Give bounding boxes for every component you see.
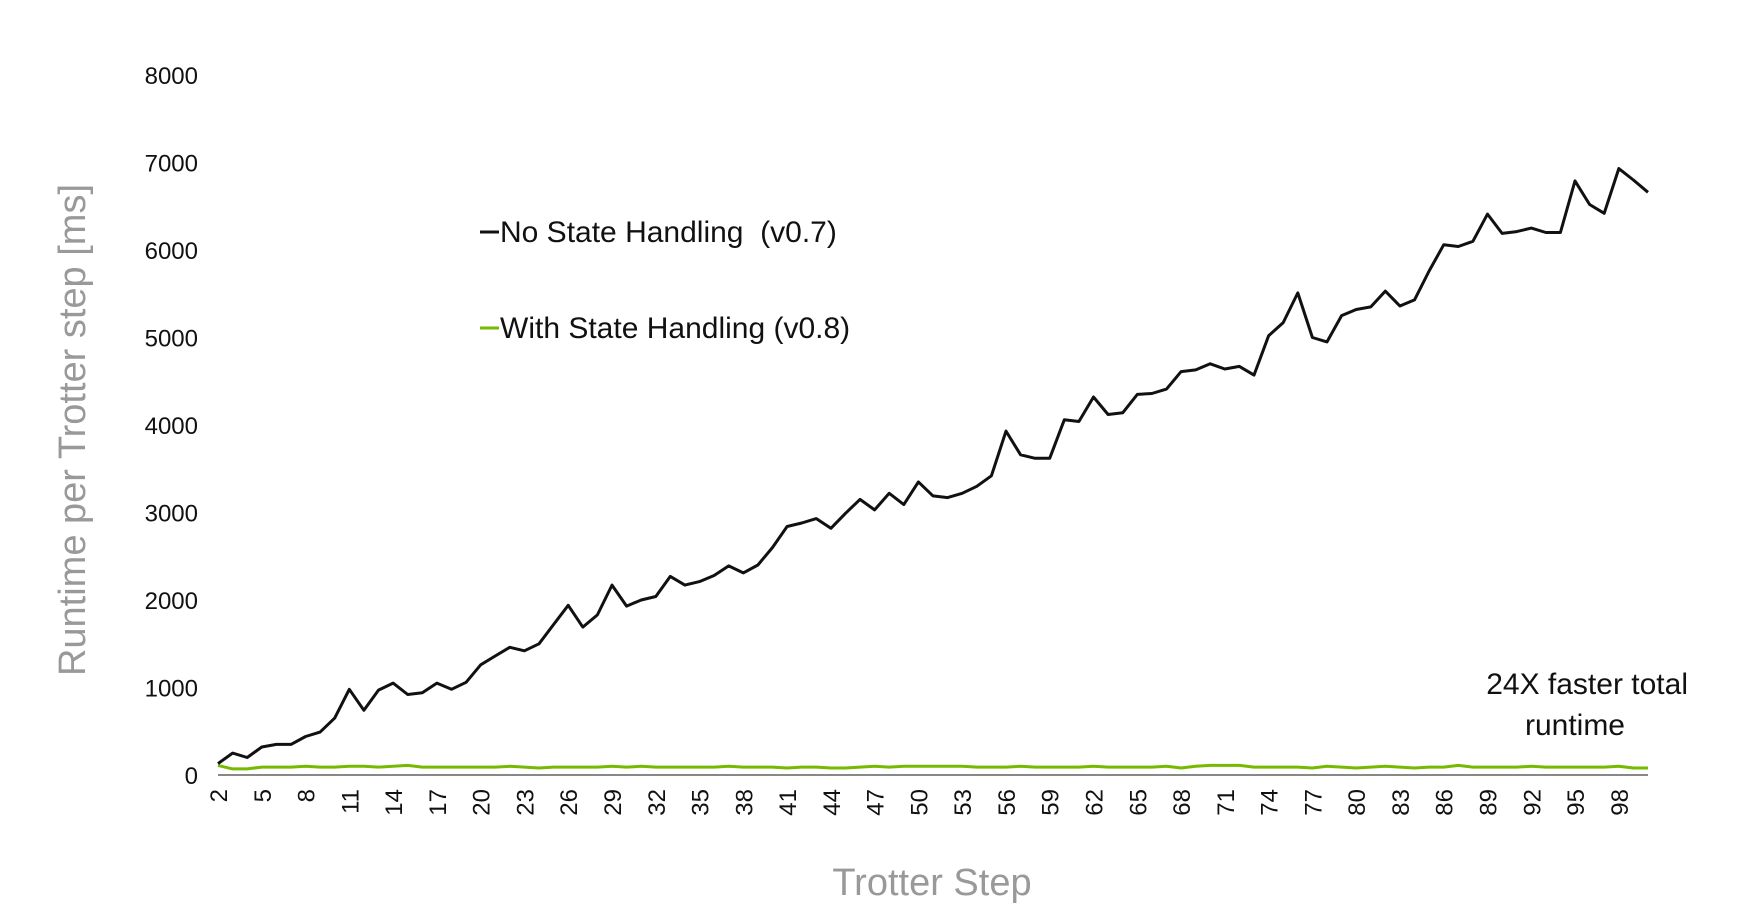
x-tick-label: 56 xyxy=(994,789,1021,816)
x-tick-label: 23 xyxy=(512,789,539,816)
y-tick-label: 1000 xyxy=(145,676,198,703)
x-tick-label: 44 xyxy=(819,789,846,816)
x-tick-label: 83 xyxy=(1388,789,1415,816)
x-tick-label: 92 xyxy=(1519,789,1546,816)
x-tick-label: 68 xyxy=(1169,789,1196,816)
x-tick-label: 65 xyxy=(1125,789,1152,816)
x-tick-label: 86 xyxy=(1432,789,1459,816)
y-tick-label: 5000 xyxy=(145,326,198,353)
x-tick-label: 71 xyxy=(1213,789,1240,816)
y-tick-label: 6000 xyxy=(145,238,198,265)
speedup-annotation: 24X faster total runtime xyxy=(1486,668,1688,742)
x-tick-label: 8 xyxy=(294,789,321,802)
x-tick-label: 47 xyxy=(863,789,890,816)
x-tick-label: 14 xyxy=(381,789,408,816)
y-tick-label: 3000 xyxy=(145,501,198,528)
y-axis-ticks: 0 1000 2000 3000 4000 5000 6000 7000 8000 xyxy=(145,63,198,790)
x-tick-label: 50 xyxy=(906,789,933,816)
y-tick-label: 4000 xyxy=(145,413,198,440)
x-tick-label: 95 xyxy=(1563,789,1590,816)
y-tick-label: 2000 xyxy=(145,588,198,615)
legend-item-with-state-handling: With State Handling (v0.8) xyxy=(480,312,850,345)
x-tick-label: 98 xyxy=(1607,789,1634,816)
x-tick-label: 17 xyxy=(425,789,452,816)
y-axis-title: Runtime per Trotter step [ms] xyxy=(52,184,94,676)
x-tick-label: 74 xyxy=(1257,789,1284,816)
x-tick-label: 41 xyxy=(775,789,802,816)
x-tick-label: 89 xyxy=(1475,789,1502,816)
x-tick-label: 26 xyxy=(556,789,583,816)
x-axis-title: Trotter Step xyxy=(832,862,1031,904)
x-tick-label: 80 xyxy=(1344,789,1371,816)
x-tick-label: 20 xyxy=(469,789,496,816)
series-line-no-state-handling xyxy=(217,167,1649,765)
x-tick-label: 77 xyxy=(1300,789,1327,816)
x-tick-label: 32 xyxy=(644,789,671,816)
x-tick-label: 62 xyxy=(1082,789,1109,816)
legend-label-no-state-handling: No State Handling (v0.7) xyxy=(500,216,837,249)
legend-item-no-state-handling: No State Handling (v0.7) xyxy=(480,216,837,249)
x-tick-label: 53 xyxy=(950,789,977,816)
y-tick-label: 0 xyxy=(185,763,198,790)
legend-label-with-state-handling: With State Handling (v0.8) xyxy=(500,312,850,345)
annotation-line-2: runtime xyxy=(1525,709,1625,742)
x-tick-label: 2 xyxy=(206,789,233,802)
series-layer xyxy=(217,167,1649,771)
y-tick-label: 7000 xyxy=(145,151,198,178)
x-tick-label: 29 xyxy=(600,789,627,816)
x-tick-label: 38 xyxy=(731,789,758,816)
annotation-line-1: 24X faster total xyxy=(1486,668,1688,701)
x-axis-ticks: 2 5 8 11 14 17 20 23 26 29 32 35 38 41 44 47 50 53 56 59 62 6… xyxy=(206,789,1634,816)
x-tick-label: 59 xyxy=(1038,789,1065,816)
x-tick-label: 11 xyxy=(337,789,364,814)
x-tick-label: 35 xyxy=(688,789,715,816)
series-line-with-state-handling xyxy=(217,763,1648,771)
y-tick-label: 8000 xyxy=(145,63,198,90)
legend: No State Handling (v0.7) With State Hand… xyxy=(480,216,850,345)
x-tick-label: 5 xyxy=(250,789,277,802)
